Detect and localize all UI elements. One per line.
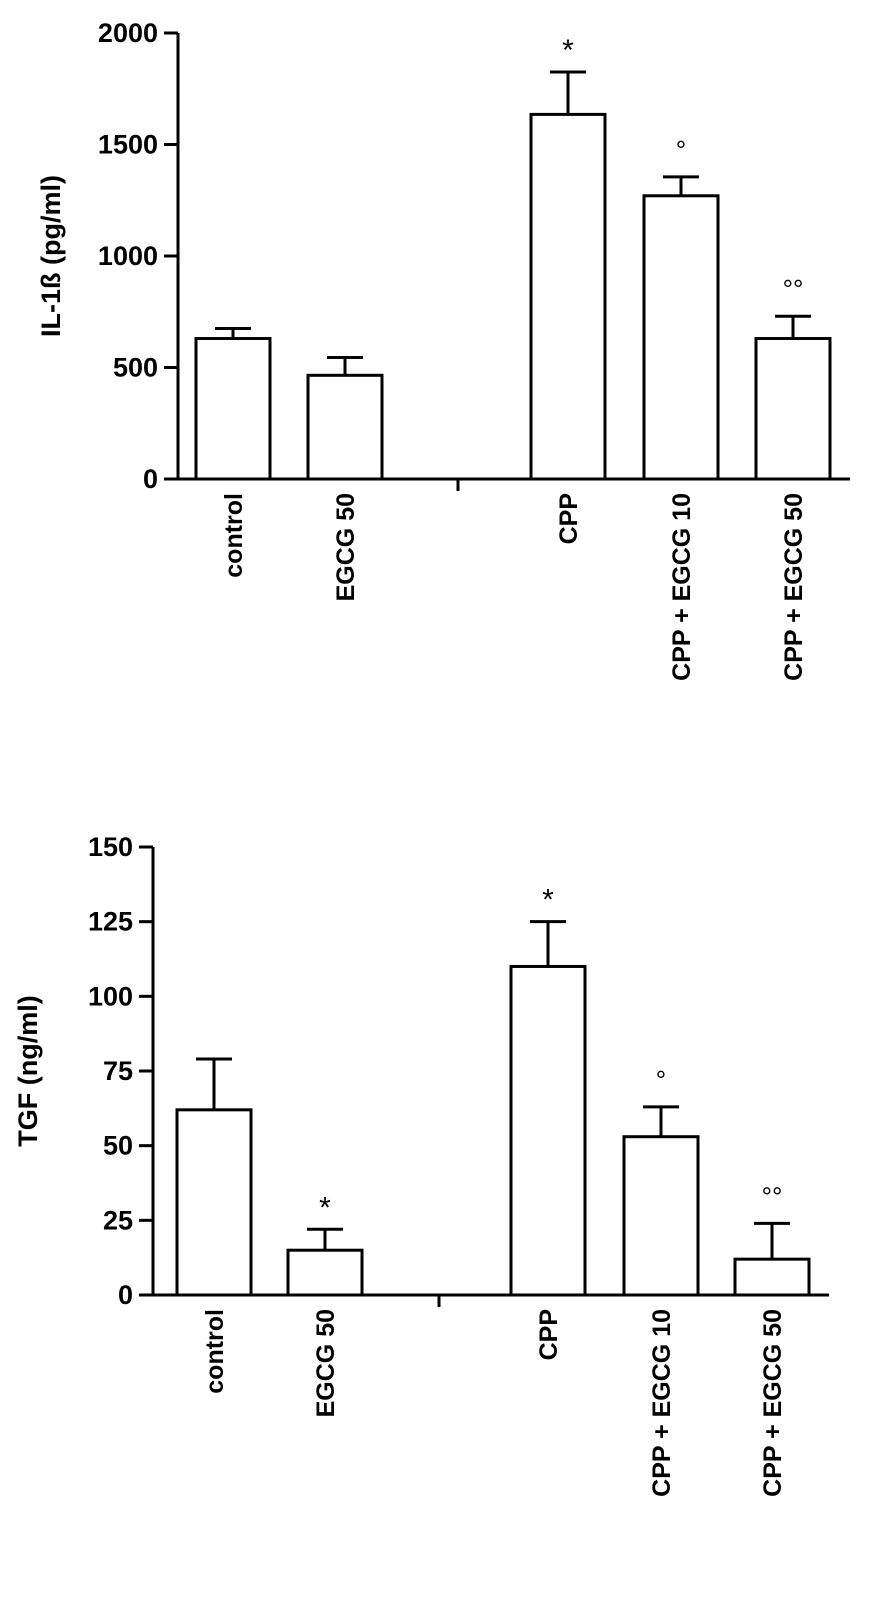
bar xyxy=(286,1248,364,1297)
category-label: CPP + EGCG 10 xyxy=(668,493,696,681)
category-label: CPP xyxy=(555,493,583,544)
y-tick-label: 500 xyxy=(113,353,158,383)
y-tick-label: 1000 xyxy=(98,241,158,271)
significance-marker: ° xyxy=(656,1065,666,1095)
category-label: EGCG 50 xyxy=(332,493,360,601)
significance-marker: * xyxy=(542,884,554,917)
y-tick-label: 150 xyxy=(88,832,133,862)
bar xyxy=(306,373,384,481)
significance-marker: * xyxy=(562,34,574,67)
y-tick-label: 75 xyxy=(103,1056,133,1086)
bar xyxy=(642,194,720,481)
y-tick-label: 25 xyxy=(103,1205,133,1235)
category-label: CPP + EGCG 50 xyxy=(780,493,808,681)
category-label: CPP xyxy=(535,1309,563,1360)
significance-marker: * xyxy=(319,1191,331,1224)
y-tick-label: 0 xyxy=(118,1280,133,1310)
y-tick-label: 0 xyxy=(143,464,158,494)
category-label: control xyxy=(220,493,248,578)
y-tick-label: 50 xyxy=(103,1131,133,1161)
bar xyxy=(509,964,587,1297)
y-tick-label: 2000 xyxy=(98,18,158,48)
category-label: EGCG 50 xyxy=(312,1309,340,1417)
bar xyxy=(622,1135,700,1297)
significance-marker: ° xyxy=(676,135,686,165)
category-label: control xyxy=(201,1309,229,1394)
bar xyxy=(754,337,832,481)
bar xyxy=(194,337,272,481)
y-axis-title: TGF (ng/ml) xyxy=(13,995,43,1146)
bar xyxy=(529,112,607,481)
y-tick-label: 1500 xyxy=(98,130,158,160)
y-axis-title: IL-1ß (pg/ml) xyxy=(36,175,66,337)
bar xyxy=(175,1108,253,1297)
y-tick-label: 125 xyxy=(88,907,133,937)
tgf-chart: 0 25 50 75 100 125 150 TGF (ng/ml) control * EGCG … xyxy=(13,832,829,1497)
significance-marker: °° xyxy=(783,274,804,304)
category-label: CPP + EGCG 10 xyxy=(648,1309,676,1497)
bar xyxy=(733,1257,811,1297)
il1b-chart: 0 500 1000 1500 2000 IL-1ß (pg/ml) control EGCG… xyxy=(36,18,850,681)
significance-marker: °° xyxy=(762,1181,783,1211)
category-label: CPP + EGCG 50 xyxy=(759,1309,787,1497)
y-tick-label: 100 xyxy=(88,981,133,1011)
